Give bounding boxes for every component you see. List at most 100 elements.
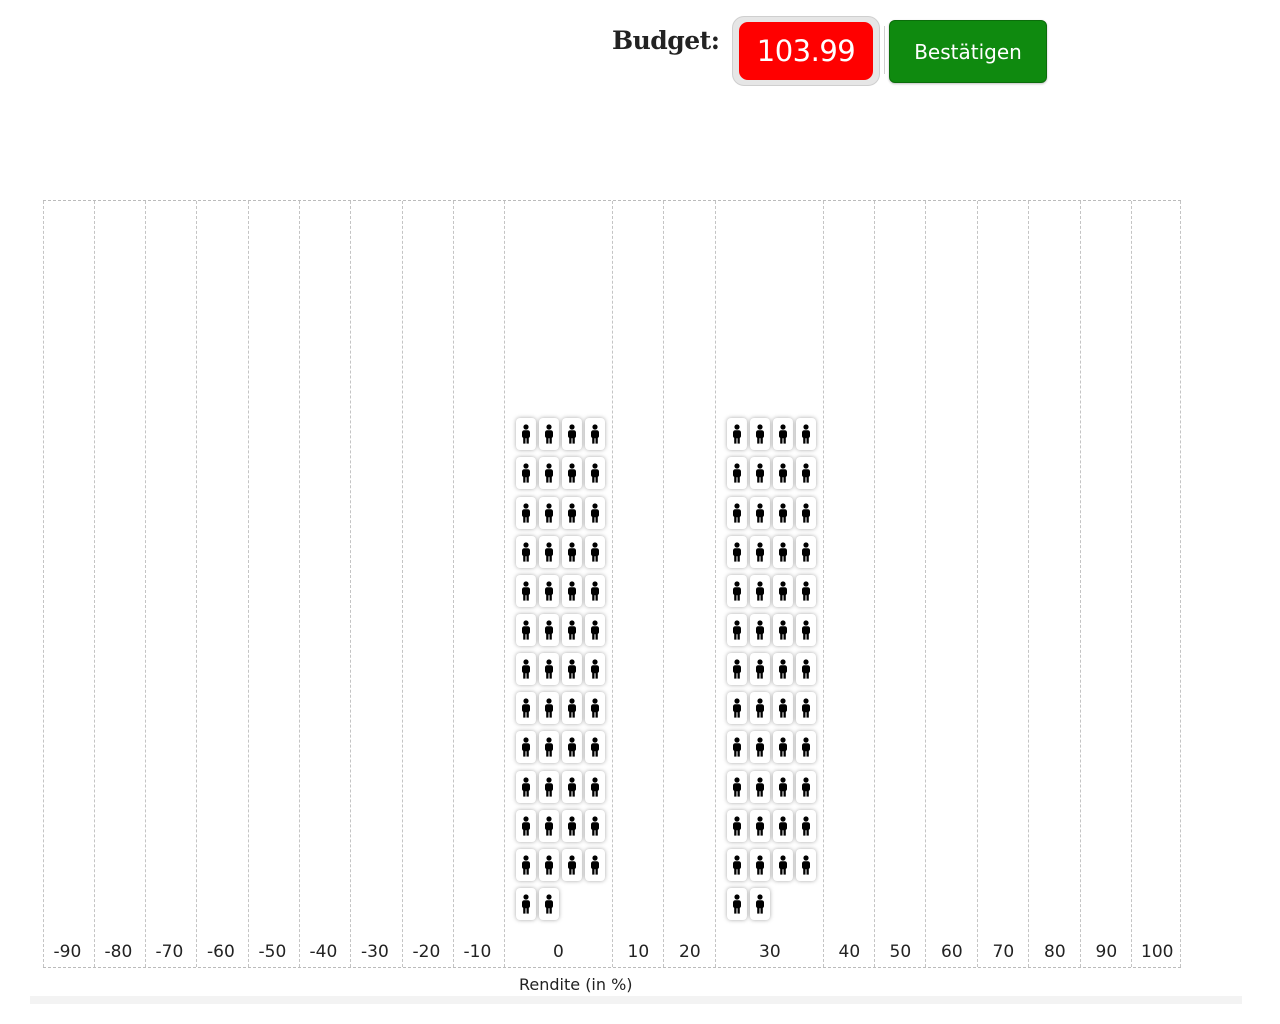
person-token[interactable] [538, 692, 559, 725]
person-token[interactable] [795, 692, 816, 725]
chart-column-40[interactable] [823, 201, 874, 967]
chart-column--40[interactable] [299, 201, 350, 967]
person-token[interactable] [515, 692, 536, 725]
person-token[interactable] [772, 809, 793, 842]
person-token[interactable] [561, 692, 582, 725]
person-token[interactable] [515, 535, 536, 568]
chart-column--20[interactable] [402, 201, 453, 967]
person-token[interactable] [515, 418, 536, 451]
person-token[interactable] [538, 418, 559, 451]
person-token[interactable] [749, 809, 770, 842]
chart-column-60[interactable] [925, 201, 977, 967]
chart-column--80[interactable] [94, 201, 145, 967]
person-token[interactable] [726, 574, 747, 607]
person-token[interactable] [584, 496, 605, 529]
person-token[interactable] [749, 535, 770, 568]
person-token[interactable] [538, 535, 559, 568]
person-token[interactable] [538, 613, 559, 646]
person-token[interactable] [749, 692, 770, 725]
person-token[interactable] [726, 809, 747, 842]
person-token[interactable] [726, 418, 747, 451]
person-token[interactable] [561, 418, 582, 451]
person-token[interactable] [538, 653, 559, 686]
person-token[interactable] [726, 848, 747, 881]
person-token[interactable] [772, 613, 793, 646]
person-token[interactable] [584, 809, 605, 842]
person-token[interactable] [584, 848, 605, 881]
person-token[interactable] [749, 574, 770, 607]
person-token[interactable] [772, 770, 793, 803]
chart-column--70[interactable] [145, 201, 196, 967]
person-token[interactable] [584, 535, 605, 568]
person-token[interactable] [795, 496, 816, 529]
person-token[interactable] [726, 535, 747, 568]
person-token[interactable] [795, 770, 816, 803]
person-token[interactable] [772, 418, 793, 451]
person-token[interactable] [795, 809, 816, 842]
person-token[interactable] [795, 535, 816, 568]
person-token[interactable] [749, 888, 770, 920]
chart-column-80[interactable] [1028, 201, 1080, 967]
chart-column--60[interactable] [196, 201, 248, 967]
person-token[interactable] [795, 653, 816, 686]
person-token[interactable] [749, 653, 770, 686]
person-token[interactable] [538, 809, 559, 842]
person-token[interactable] [515, 770, 536, 803]
person-token[interactable] [749, 613, 770, 646]
chart-column-20[interactable] [663, 201, 715, 967]
person-token[interactable] [561, 770, 582, 803]
person-token[interactable] [584, 731, 605, 764]
person-token[interactable] [538, 848, 559, 881]
person-token[interactable] [749, 848, 770, 881]
person-token[interactable] [538, 731, 559, 764]
person-token[interactable] [795, 418, 816, 451]
person-token[interactable] [561, 496, 582, 529]
chart-column-100[interactable] [1131, 201, 1181, 967]
person-token[interactable] [561, 457, 582, 490]
person-token[interactable] [584, 692, 605, 725]
person-token[interactable] [726, 770, 747, 803]
person-token[interactable] [772, 574, 793, 607]
person-token[interactable] [561, 574, 582, 607]
person-token[interactable] [561, 653, 582, 686]
chart-column-90[interactable] [1080, 201, 1131, 967]
person-token[interactable] [515, 653, 536, 686]
chart-column--90[interactable] [43, 201, 94, 967]
person-token[interactable] [772, 848, 793, 881]
person-token[interactable] [515, 613, 536, 646]
chart-column-50[interactable] [874, 201, 925, 967]
person-token[interactable] [515, 848, 536, 881]
person-token[interactable] [515, 496, 536, 529]
person-token[interactable] [584, 613, 605, 646]
person-token[interactable] [561, 848, 582, 881]
person-token[interactable] [726, 613, 747, 646]
person-token[interactable] [772, 496, 793, 529]
person-token[interactable] [538, 574, 559, 607]
person-token[interactable] [584, 457, 605, 490]
person-token[interactable] [749, 457, 770, 490]
person-token[interactable] [749, 731, 770, 764]
chart-column--30[interactable] [350, 201, 402, 967]
person-token[interactable] [561, 613, 582, 646]
person-token[interactable] [538, 496, 559, 529]
person-token[interactable] [772, 653, 793, 686]
person-token[interactable] [795, 613, 816, 646]
chart-column-70[interactable] [977, 201, 1028, 967]
person-token[interactable] [538, 888, 559, 920]
person-token[interactable] [726, 692, 747, 725]
person-token[interactable] [749, 496, 770, 529]
person-token[interactable] [726, 731, 747, 764]
person-token[interactable] [515, 888, 536, 920]
chart-column-0[interactable] [504, 201, 612, 967]
person-token[interactable] [795, 457, 816, 490]
person-token[interactable] [538, 770, 559, 803]
person-token[interactable] [561, 731, 582, 764]
person-token[interactable] [726, 653, 747, 686]
person-token[interactable] [795, 848, 816, 881]
chart-column-30[interactable] [715, 201, 823, 967]
person-token[interactable] [795, 574, 816, 607]
person-token[interactable] [515, 731, 536, 764]
chart-column-10[interactable] [612, 201, 663, 967]
confirm-button[interactable]: Bestätigen [889, 20, 1047, 83]
person-token[interactable] [584, 418, 605, 451]
